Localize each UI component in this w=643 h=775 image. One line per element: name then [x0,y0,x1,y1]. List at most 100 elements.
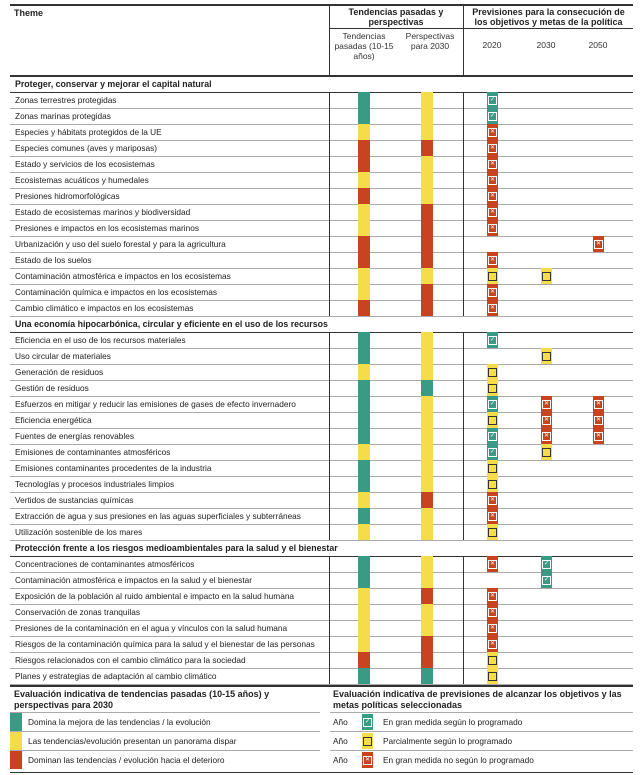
outlook-bar-y [421,556,433,572]
section-title: Proteger, conservar y mejorar el capital… [15,79,212,89]
outlook-bar-r [421,284,433,300]
partial-icon [488,463,497,473]
row-rule [10,572,633,573]
cross-icon: ✕ [488,607,497,617]
cross-icon: ✕ [488,495,497,505]
cross-icon: ✕ [488,511,497,521]
row-rule [10,684,633,685]
outlook-bar-y [421,572,433,588]
row-rule [10,636,633,637]
outlook-bar-y [421,108,433,124]
partial-icon [488,479,497,489]
row-rule [10,620,633,621]
table-row: Zonas terrestres protegidas ✓ [10,92,633,108]
trend-bar-r [358,188,370,204]
row-rule [10,588,633,589]
forecast-2030 [541,444,552,460]
row-rule [10,460,633,461]
trends-group-header: Tendencias pasadas y perspectivas [348,7,444,27]
trend-bar-g [358,108,370,124]
outlook-bar-y [421,412,433,428]
table-row: Esfuerzos en mitigar y reducir las emisi… [10,396,633,412]
legend-label: Parcialmente según lo programado [383,736,513,746]
trend-bar-g [358,508,370,524]
legend-rule [10,685,633,687]
theme-label: Uso circular de materiales [15,351,111,361]
table-row: Estado de los suelos ✕ [10,252,633,268]
trend-bar-y [358,284,370,300]
year-2020-header: 2020 [482,40,502,50]
forecast-2020: ✓ [487,108,498,124]
trend-bar-g [358,476,370,492]
table-row: Tecnologías y procesos industriales limp… [10,476,633,492]
forecast-2050: ✕ [593,412,604,428]
partial-icon [542,447,551,457]
theme-label: Contaminación atmosférica e impactos en … [15,271,231,281]
legend-rule [10,731,320,732]
outlook-bar-g [421,668,433,684]
row-rule [10,604,633,605]
outlook-bar-r [421,492,433,508]
trend-bar-r [358,236,370,252]
table-row: Fuentes de energías renovables ✓ ✕ ✕ [10,428,633,444]
outlook-bar-y [421,524,433,540]
row-rule [10,316,633,317]
cross-icon: ✕ [594,431,603,441]
table-row: Extracción de agua y sus presiones en la… [10,508,633,524]
theme-label: Extracción de agua y sus presiones en la… [15,511,301,521]
row-rule [10,652,633,653]
trend-bar-g [358,396,370,412]
outlook-header: Perspectivas para 2030 [405,31,455,51]
trend-bar-y [358,492,370,508]
cross-icon: ✕ [488,591,497,601]
partial-icon [488,367,497,377]
legend-rule [10,712,320,713]
trend-bar-y [358,268,370,284]
forecast-2020: ✕ [487,556,498,572]
forecast-2030 [541,268,552,284]
forecast-2020: ✓ [487,444,498,460]
theme-label: Estado y servicios de los ecosistemas [15,159,155,169]
row-rule [10,492,633,493]
forecast-2030: ✓ [541,556,552,572]
header-bottom-rule [10,75,633,77]
col-divider [463,332,464,540]
partial-icon [488,671,497,681]
table-row: Estado de ecosistemas marinos y biodiver… [10,204,633,220]
forecast-2020: ✕ [487,636,498,652]
forecast-2020 [487,268,498,284]
forecast-2030: ✓ [541,572,552,588]
table-row: Contaminación atmosférica e impactos en … [10,572,633,588]
outlook-bar-r [421,252,433,268]
table-row: Cambio climático e impactos en los ecosi… [10,300,633,316]
cross-icon: ✕ [488,223,497,233]
forecast-2020: ✕ [487,620,498,636]
cross-icon: ✕ [488,143,497,153]
forecast-2050: ✕ [593,396,604,412]
table-row: Especies y hábitats protegidos de la UE ✕ [10,124,633,140]
theme-label: Presiones hidromorfológicas [15,191,120,201]
outlook-bar-y [421,476,433,492]
check-icon: ✓ [488,431,497,441]
forecast-2020 [487,524,498,540]
cross-icon: ✕ [488,559,497,569]
row-rule [10,444,633,445]
theme-label: Eficiencia energética [15,415,92,425]
legend-badge: ✓ [362,714,373,730]
trends-past-header: Tendencias pasadas (10-15 años) [334,31,394,61]
table-row: Gestión de residuos [10,380,633,396]
col-divider [463,4,464,76]
check-icon: ✓ [363,717,372,727]
forecast-2020: ✓ [487,332,498,348]
cross-icon: ✕ [488,255,497,265]
legend-year: Año [333,755,348,765]
outlook-bar-y [421,508,433,524]
forecast-2020: ✕ [487,188,498,204]
col-divider [463,556,464,684]
table-row: Conservación de zonas tranquilas ✕ [10,604,633,620]
cross-icon: ✕ [488,287,497,297]
section-rule [10,556,633,557]
trend-bar-g [358,460,370,476]
outlook-bar-y [421,604,433,620]
check-icon: ✓ [488,111,497,121]
